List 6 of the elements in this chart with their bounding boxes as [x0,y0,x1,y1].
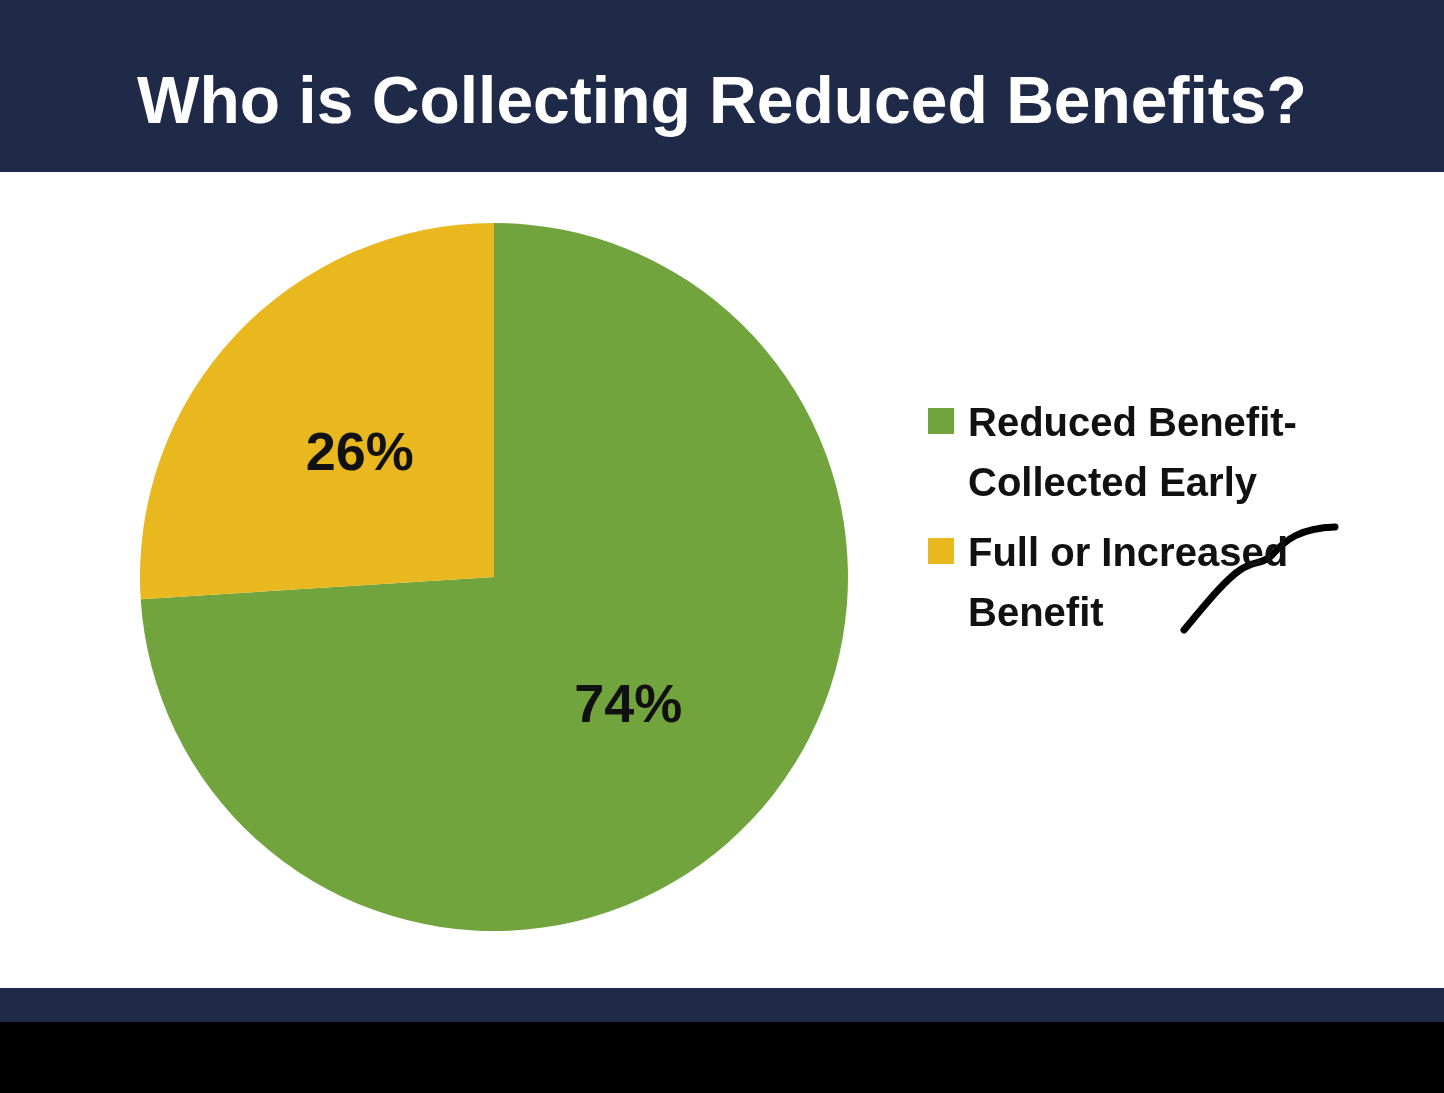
pie-slice [140,223,848,931]
pie-slice [140,223,494,600]
legend-label: Reduced Benefit-Collected Early [968,400,1297,504]
data-label: 74% [574,673,683,734]
data-label: 26% [305,420,414,481]
chart-title: Who is Collecting Reduced Benefits? [137,63,1307,137]
